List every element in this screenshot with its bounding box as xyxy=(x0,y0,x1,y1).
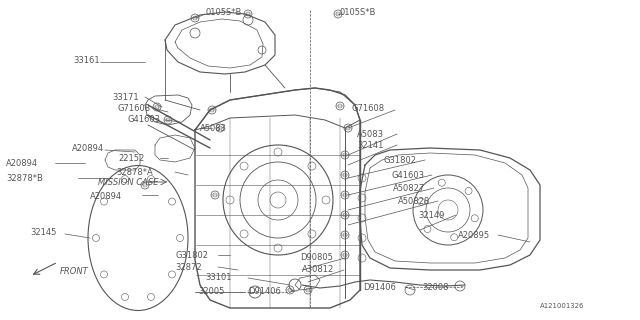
Text: 32878*B: 32878*B xyxy=(6,173,43,182)
Text: MISSION CASE: MISSION CASE xyxy=(98,178,159,187)
Text: G71608: G71608 xyxy=(117,103,150,113)
Text: G31802: G31802 xyxy=(175,251,208,260)
Text: 0105S*B: 0105S*B xyxy=(340,7,376,17)
Text: A5083: A5083 xyxy=(357,130,384,139)
Text: D91406: D91406 xyxy=(248,287,281,297)
Text: 32008: 32008 xyxy=(422,283,449,292)
Text: D91406: D91406 xyxy=(363,283,396,292)
Text: G71608: G71608 xyxy=(352,103,385,113)
Text: A20894: A20894 xyxy=(90,191,122,201)
Text: FRONT: FRONT xyxy=(60,268,89,276)
Text: 32872: 32872 xyxy=(175,262,202,271)
Text: A50827: A50827 xyxy=(393,183,425,193)
Text: A20894: A20894 xyxy=(72,143,104,153)
Text: A30812: A30812 xyxy=(302,266,334,275)
Text: 32145: 32145 xyxy=(30,228,56,236)
Text: 33101: 33101 xyxy=(205,274,232,283)
Text: 32149: 32149 xyxy=(418,211,444,220)
Text: A5083: A5083 xyxy=(200,124,227,132)
Text: 33171: 33171 xyxy=(112,92,139,101)
Text: A50828: A50828 xyxy=(398,196,430,205)
Text: D90805: D90805 xyxy=(300,253,333,262)
Text: A20895: A20895 xyxy=(458,230,490,239)
Text: 0105S*B: 0105S*B xyxy=(205,7,241,17)
Text: 32878*A: 32878*A xyxy=(116,167,153,177)
Text: G31802: G31802 xyxy=(383,156,416,164)
Text: 33161: 33161 xyxy=(73,55,100,65)
Text: 32141: 32141 xyxy=(357,140,383,149)
Text: G41603: G41603 xyxy=(392,171,425,180)
Text: A20894: A20894 xyxy=(6,158,38,167)
Text: A121001326: A121001326 xyxy=(540,303,584,309)
Text: G41603: G41603 xyxy=(127,115,160,124)
Text: 32005: 32005 xyxy=(198,287,225,297)
Text: 22152: 22152 xyxy=(118,154,144,163)
